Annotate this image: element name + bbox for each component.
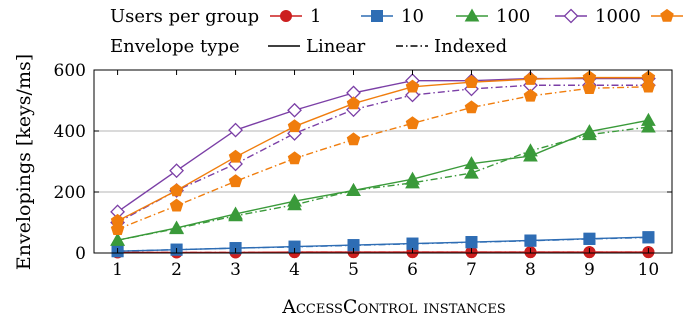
axis-layer: 0 200 400 600 1 2 3 4 5 6 7 8 9 10	[54, 61, 672, 280]
x-tick-label: 3	[230, 260, 241, 280]
data-point	[347, 97, 359, 109]
y-tick-label: 0	[75, 244, 86, 264]
data-point	[288, 104, 301, 117]
x-tick-label: 10	[638, 260, 660, 280]
legend-label: Indexed	[434, 36, 507, 57]
legend-label: 100	[496, 6, 530, 27]
legend-marker	[661, 10, 673, 22]
y-tick-label: 200	[54, 183, 86, 203]
data-point	[170, 184, 182, 196]
series-layer	[111, 71, 655, 258]
x-tick-label: 5	[348, 260, 359, 280]
data-point	[584, 233, 595, 244]
legend-item-1: 1	[270, 6, 321, 27]
x-tick-label: 2	[171, 260, 182, 280]
legend-marker	[565, 10, 578, 23]
x-tick-label: 6	[407, 260, 418, 280]
data-point	[524, 144, 537, 156]
legend-item-10000: 10000	[651, 6, 688, 27]
series-100-indexed	[111, 121, 655, 246]
legend-label: 1	[310, 6, 321, 27]
series-10000-indexed	[111, 80, 654, 234]
data-point	[170, 199, 182, 211]
legend-marker	[466, 10, 479, 22]
series-line	[118, 85, 649, 222]
data-point	[229, 175, 241, 187]
x-tick-label: 7	[466, 260, 477, 280]
legend-item-linear: Linear	[268, 36, 366, 57]
legend-label: 10	[401, 6, 424, 27]
data-point	[229, 124, 242, 137]
legend-item-100: 100	[456, 6, 530, 27]
legend-item-10: 10	[361, 6, 424, 27]
data-point	[643, 232, 654, 243]
legend-group-title: Users per group	[110, 6, 259, 27]
series-line	[118, 120, 649, 240]
data-point	[288, 120, 300, 132]
series-line	[118, 87, 649, 229]
data-point	[525, 235, 536, 246]
legend-label: 1000	[595, 6, 641, 27]
legend-item-1000: 1000	[555, 6, 641, 27]
data-point	[347, 133, 359, 145]
x-tick-label: 1	[112, 260, 123, 280]
x-tick-label: 9	[584, 260, 595, 280]
x-axis-title: AccessControl instances	[281, 296, 506, 318]
legend-label: Linear	[306, 36, 366, 57]
legend-marker	[281, 11, 292, 22]
x-tick-label: 8	[525, 260, 536, 280]
data-point	[465, 76, 477, 88]
legend-marker	[372, 11, 383, 22]
series-10000-linear	[111, 71, 654, 226]
data-point	[524, 89, 536, 101]
series-1000-linear	[111, 72, 655, 218]
x-tick-label: 4	[289, 260, 300, 280]
data-point	[466, 237, 477, 248]
y-tick-label: 400	[54, 122, 86, 142]
series-1-indexed	[112, 247, 654, 258]
legend-type-title: Envelope type	[110, 36, 240, 57]
legend-item-indexed: Indexed	[396, 36, 507, 57]
legend: Users per group 1 10 100 1000 10000 Envelope t…	[110, 6, 688, 57]
data-point	[288, 152, 300, 164]
data-point	[407, 238, 418, 249]
series-1000-indexed	[111, 79, 655, 229]
y-tick-label: 600	[54, 61, 86, 81]
data-point	[229, 150, 241, 162]
data-point	[406, 117, 418, 129]
data-point	[170, 164, 183, 177]
data-point	[465, 101, 477, 113]
plot-frame	[94, 70, 672, 253]
y-axis-title: Envelopings [keys/ms]	[13, 54, 35, 270]
series-line	[118, 78, 649, 221]
